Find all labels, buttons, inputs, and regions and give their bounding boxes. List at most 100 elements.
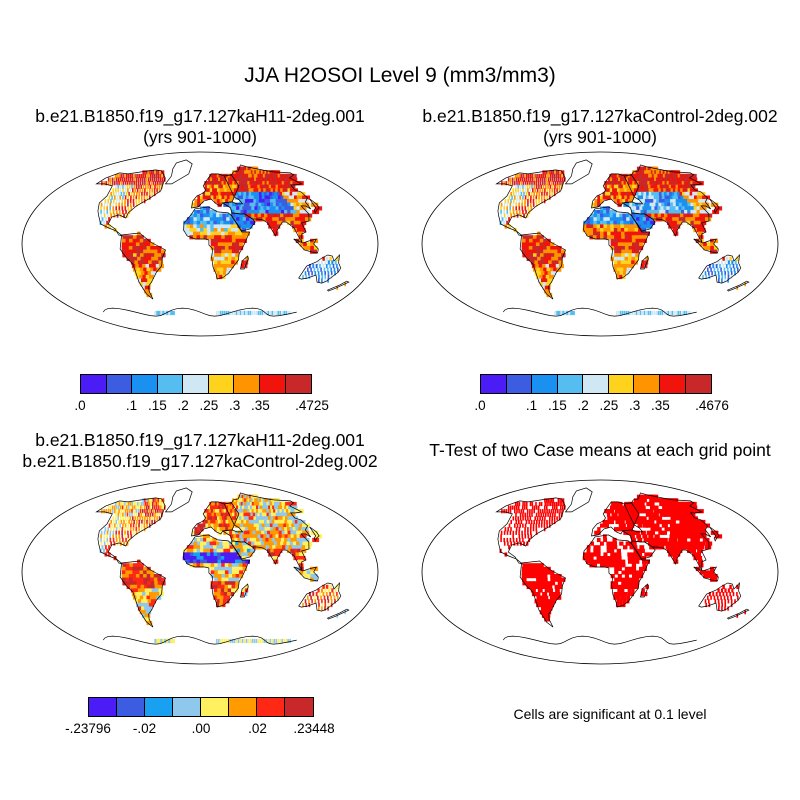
grid-cell — [625, 184, 630, 189]
grid-cell — [219, 599, 223, 604]
grid-cell — [552, 264, 558, 269]
grid-cell — [503, 541, 506, 546]
grid-cell — [609, 541, 614, 546]
grid-cell — [206, 541, 211, 546]
grid-cell — [672, 545, 678, 550]
grid-cell — [213, 195, 218, 200]
grid-cell — [146, 249, 152, 254]
grid-cell — [107, 527, 109, 532]
grid-cell — [542, 264, 548, 269]
grid-cell — [687, 548, 693, 553]
grid-cell — [596, 548, 601, 553]
grid-cell — [137, 181, 140, 186]
grid-cell — [694, 181, 704, 186]
grid-cell — [519, 512, 522, 517]
grid-cell — [635, 202, 640, 207]
grid-cell — [220, 501, 225, 507]
grid-cell — [512, 202, 515, 207]
grid-cell — [310, 202, 319, 207]
grid-cell — [539, 242, 544, 247]
coastline-sa — [119, 560, 166, 628]
grid-cell — [146, 620, 153, 626]
grid-cell — [562, 505, 564, 510]
grid-cell — [628, 191, 633, 197]
grid-cell — [547, 278, 553, 283]
grid-cell — [249, 530, 255, 535]
grid-cell — [539, 566, 544, 571]
grid-cell — [154, 505, 156, 510]
grid-cell — [151, 188, 153, 193]
grid-cell — [130, 530, 132, 535]
grid-cell — [542, 170, 544, 175]
grid-cell — [645, 310, 648, 316]
grid-cell — [212, 519, 217, 525]
panel-4-title: T-Test of two Case means at each grid po… — [400, 440, 800, 461]
grid-cell — [252, 530, 258, 535]
grid-cell — [214, 235, 219, 240]
grid-cell — [231, 581, 236, 586]
grid-cell — [251, 213, 257, 218]
grid-cell — [109, 505, 112, 510]
grid-cell — [250, 494, 259, 499]
grid-cell — [213, 184, 218, 189]
grid-cell — [553, 246, 558, 251]
grid-cell — [640, 202, 646, 207]
grid-cell — [156, 505, 158, 510]
grid-cell — [653, 527, 659, 532]
grid-cell — [163, 173, 165, 179]
grid-cell — [103, 537, 105, 543]
grid-cell — [221, 574, 226, 579]
grid-cell — [686, 213, 693, 218]
grid-cell — [620, 519, 625, 525]
grid-cell — [586, 548, 591, 553]
grid-cell — [101, 181, 103, 186]
grid-cell — [528, 519, 530, 525]
grid-cell — [137, 260, 143, 265]
grid-cell — [722, 256, 725, 261]
grid-cell — [540, 177, 542, 182]
grid-cell — [122, 537, 124, 543]
grid-cell — [524, 199, 526, 204]
grid-cell — [135, 523, 138, 528]
grid-cell — [121, 527, 124, 532]
grid-cell — [607, 191, 612, 197]
grid-cell — [542, 592, 548, 597]
grid-cell — [557, 498, 560, 503]
grid-cell — [634, 195, 640, 200]
grid-cell — [520, 173, 522, 179]
coastline-gl — [564, 487, 593, 513]
grid-cell — [210, 191, 214, 197]
grid-cell — [524, 184, 526, 189]
grid-cell — [219, 217, 225, 222]
grid-cell — [593, 224, 598, 229]
grid-cell — [270, 213, 277, 218]
grid-cell — [150, 498, 153, 503]
grid-cell — [277, 548, 283, 553]
grid-cell — [612, 537, 617, 543]
grid-cell — [314, 599, 317, 604]
grid-cell — [121, 505, 124, 510]
grid-cell — [617, 228, 622, 233]
grid-cell — [204, 188, 209, 193]
grid-cell — [225, 541, 231, 546]
grid-cell — [631, 238, 637, 243]
grid-cell — [226, 267, 230, 272]
grid-cell — [511, 195, 513, 200]
grid-cell — [129, 563, 134, 568]
grid-cell — [507, 181, 510, 186]
grid-cell — [671, 552, 677, 557]
grid-cell — [144, 285, 151, 290]
grid-cell — [222, 512, 228, 517]
grid-cell — [211, 184, 216, 189]
grid-cell — [616, 595, 621, 600]
grid-cell — [208, 177, 212, 182]
grid-cell — [604, 184, 608, 189]
grid-cell — [330, 271, 333, 276]
grid-cell — [723, 267, 726, 272]
grid-cell — [510, 199, 512, 204]
grid-cell — [118, 509, 120, 514]
grid-cell — [128, 191, 130, 197]
grid-cell — [100, 541, 103, 546]
grid-cell — [500, 213, 503, 218]
colorbar-swatches — [88, 697, 314, 717]
